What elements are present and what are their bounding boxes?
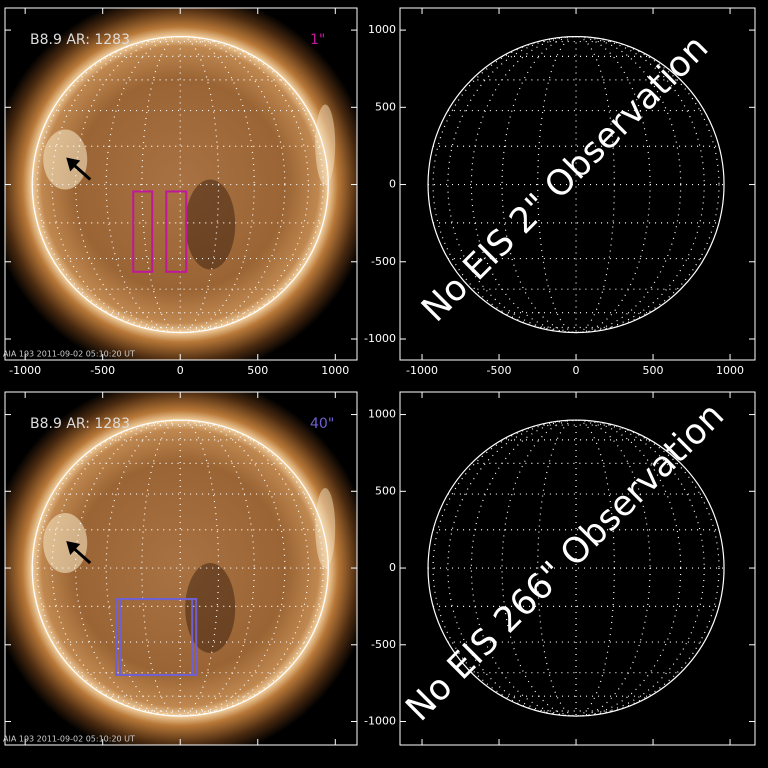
longitude-line — [432, 35, 720, 334]
panel-label: B8.9 AR: 1283 — [30, 416, 130, 432]
scale-label: 1" — [310, 32, 325, 48]
arrow-shaft — [71, 162, 92, 181]
longitude-line — [51, 419, 309, 717]
y-tick-label: -1000 — [364, 332, 396, 345]
longitude-line — [501, 419, 651, 717]
longitude-line — [537, 35, 615, 334]
x-tick-label: 0 — [177, 364, 184, 377]
observation-box — [119, 598, 198, 677]
x-tick-label: -1000 — [406, 364, 438, 377]
x-tick-label: 1000 — [716, 364, 744, 377]
bright-region — [315, 104, 336, 185]
panel: No EIS 266" Observation-1000 -500 0 500 1000 — [364, 391, 756, 746]
image-area — [5, 392, 357, 745]
panel: No EIS 2" Observation -1000 -500 0 500 1000 -1… — [364, 7, 756, 377]
x-tick-label: 1000 — [321, 364, 349, 377]
x-tick-label: -500 — [90, 364, 115, 377]
no-observation-message: No EIS 266" Observation — [399, 396, 733, 730]
longitude-line — [36, 35, 324, 334]
x-tick-label: 500 — [247, 364, 268, 377]
y-tick-label: 0 — [389, 561, 396, 574]
y-tick-label: 1000 — [368, 23, 396, 36]
image-area — [427, 419, 725, 717]
arrow-shaft — [71, 545, 92, 565]
y-tick-label: 500 — [375, 100, 396, 113]
observation-box — [132, 190, 154, 273]
longitude-line — [432, 419, 720, 717]
longitude-line — [447, 35, 705, 334]
panel: B8.9 AR: 1283 1" AIA 193 2011-09-02 05:10:… — [3, 7, 358, 377]
longitude-line — [141, 35, 220, 334]
dark-region — [185, 179, 236, 270]
longitude-line — [470, 419, 682, 717]
bright-region — [43, 513, 88, 574]
image-area — [427, 35, 725, 334]
y-tick-label: 500 — [375, 484, 396, 497]
bright-region — [43, 129, 88, 190]
footer: AIA 193 2011-09-02 05:10:20 UT — [3, 735, 135, 744]
arrow-head — [66, 541, 81, 556]
sun-image — [5, 392, 357, 745]
x-tick-label: 0 — [573, 364, 580, 377]
longitude-line — [470, 35, 682, 334]
y-tick-label: -500 — [371, 638, 396, 651]
x-tick-label: -500 — [487, 364, 512, 377]
panel: B8.9 AR: 1283 40" AIA 193 2011-09-02 05:10… — [3, 391, 358, 746]
y-tick-label: 1000 — [368, 408, 396, 421]
sun-image — [5, 8, 357, 360]
longitude-line — [141, 419, 220, 717]
longitude-line — [105, 35, 255, 334]
frame — [4, 7, 358, 361]
frame — [399, 7, 756, 361]
longitude-line — [501, 35, 651, 334]
longitude-line — [51, 35, 309, 334]
bright-region — [315, 488, 336, 569]
x-tick-label: 500 — [643, 364, 664, 377]
longitude-line — [105, 419, 255, 717]
x-tick-label: -1000 — [9, 364, 41, 377]
arrow-head — [66, 157, 81, 172]
panel-label: B8.9 AR: 1283 — [30, 32, 130, 48]
image-area — [5, 8, 357, 360]
dark-region — [185, 563, 236, 654]
footer: AIA 193 2011-09-02 05:10:20 UT — [3, 350, 135, 359]
longitude-line — [537, 419, 615, 717]
y-tick-label: -500 — [371, 255, 396, 268]
no-observation-message: No EIS 2" Observation — [414, 28, 716, 330]
y-tick-label: -1000 — [364, 715, 396, 728]
longitude-line — [36, 419, 324, 717]
longitude-line — [74, 35, 286, 334]
longitude-line — [447, 419, 705, 717]
scale-label: 40" — [310, 416, 334, 432]
longitude-line — [74, 419, 286, 717]
observation-box — [165, 190, 188, 273]
y-tick-label: 0 — [389, 178, 396, 191]
